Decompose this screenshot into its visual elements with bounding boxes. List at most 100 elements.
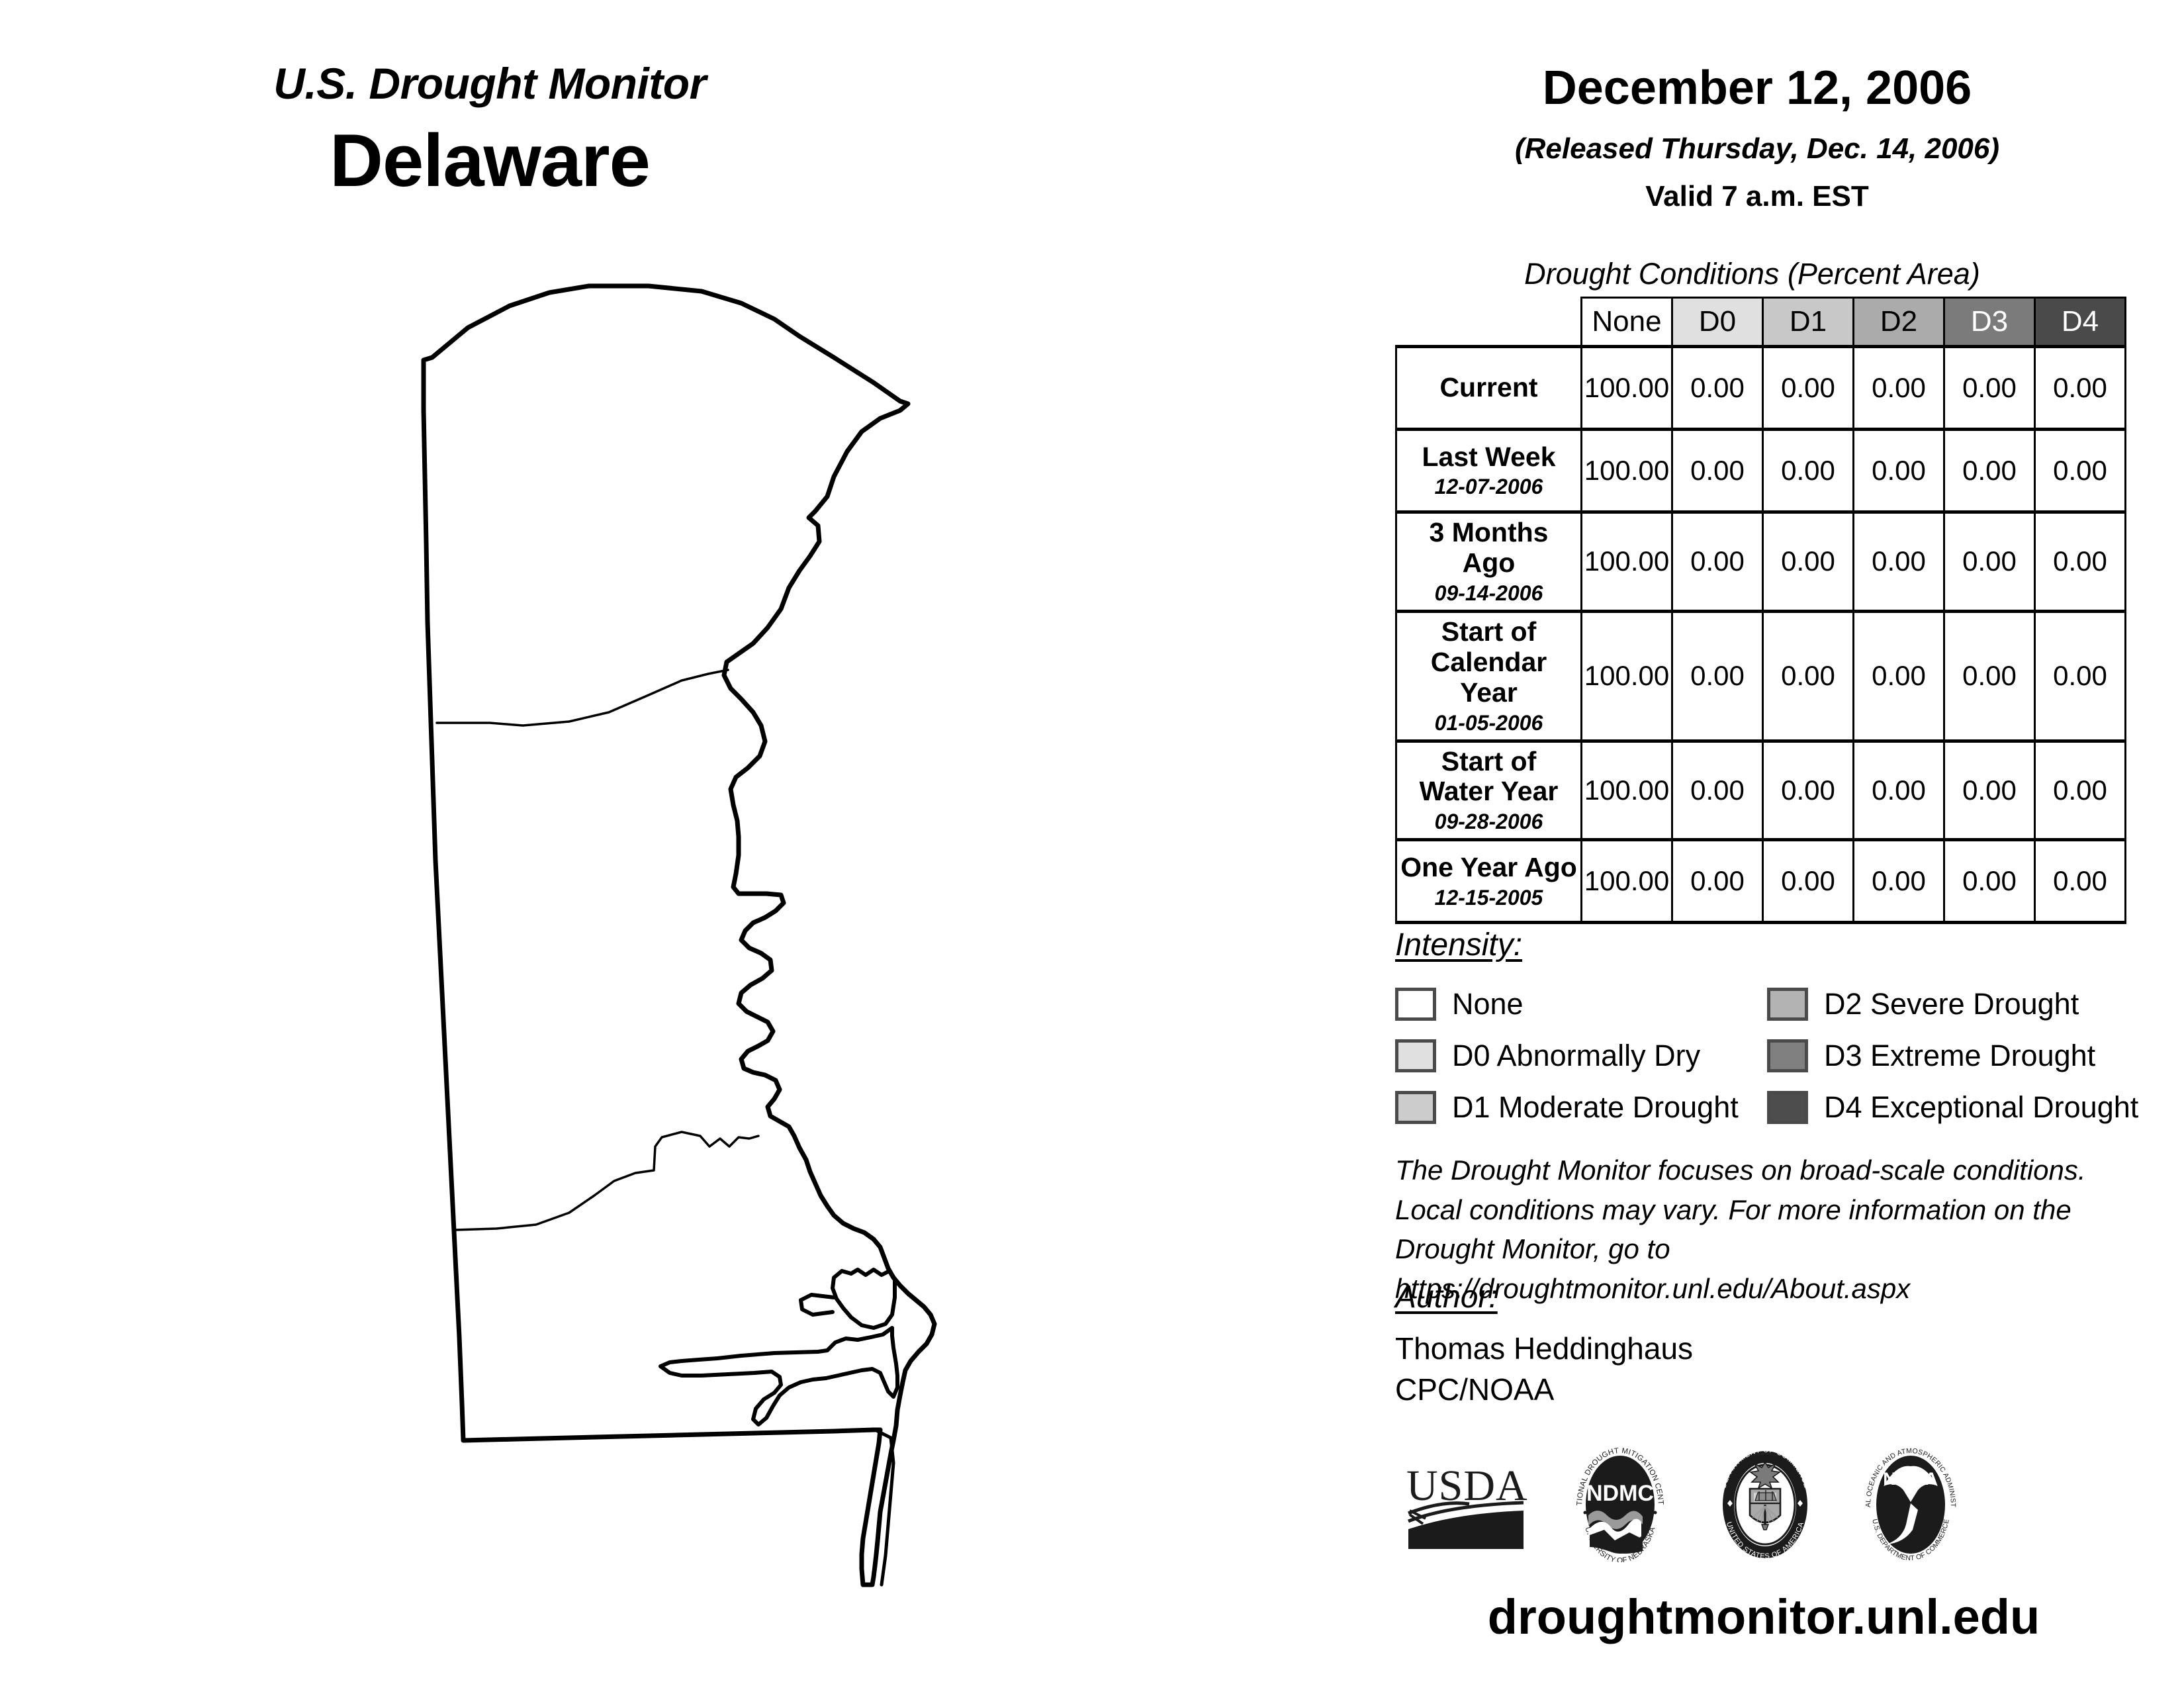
ndmc-logo[interactable]: NATIONAL DROUGHT MITIGATION CENTER UNIVE…	[1565, 1440, 1673, 1566]
table-body: Current 100.00 0.00 0.00 0.00 0.00 0.00 …	[1395, 345, 2126, 925]
page-title-state: Delaware	[330, 119, 651, 202]
doc-seal[interactable]: DEPARTMENT OF COMMERCE UNITED STATES OF …	[1711, 1446, 1819, 1566]
swatch-d3-icon	[1767, 1039, 1808, 1072]
cell-d3: 0.00	[1943, 838, 2036, 925]
delaware-state-map[interactable]	[371, 278, 1032, 1589]
author-name: Thomas Heddinghaus	[1395, 1331, 1694, 1366]
header-spacer	[1396, 297, 1582, 347]
intensity-legend-left: None D0 Abnormally Dry D1 Moderate Droug…	[1395, 978, 1766, 1133]
cell-d0: 0.00	[1671, 428, 1764, 514]
cell-d1: 0.00	[1762, 838, 1854, 925]
row-label-date: 01-05-2006	[1434, 710, 1543, 735]
delaware-map-svg	[421, 283, 937, 1587]
info-panel: December 12, 2006 (Released Thursday, De…	[1363, 0, 2184, 1688]
inland-bay-indian-river	[659, 1326, 899, 1427]
cell-d2: 0.00	[1852, 739, 1945, 842]
footer-url[interactable]: droughtmonitor.unl.edu	[1487, 1589, 2040, 1644]
report-date: December 12, 2006	[1542, 62, 1972, 115]
cell-d1: 0.00	[1762, 739, 1854, 842]
noaa-logo-svg: NATIONAL OCEANIC AND ATMOSPHERIC ADMINIS…	[1854, 1440, 1957, 1562]
legend-label: None	[1452, 987, 1524, 1021]
legend-item-d3[interactable]: D3 Extreme Drought	[1767, 1030, 2138, 1082]
swatch-d1-icon	[1395, 1091, 1436, 1124]
cell-d3: 0.00	[1943, 428, 2036, 514]
cell-d2: 0.00	[1852, 838, 1945, 925]
inland-bay-rehoboth	[831, 1268, 897, 1330]
row-label-text: Last Week	[1422, 441, 1556, 472]
swatch-d2-icon	[1767, 988, 1808, 1021]
intensity-legend-right: D2 Severe Drought D3 Extreme Drought D4 …	[1767, 978, 2138, 1133]
column-header-d3: D3	[1943, 297, 2036, 348]
inland-bay-channel	[799, 1293, 836, 1317]
usda-logo[interactable]: USDA	[1403, 1455, 1529, 1558]
legend-item-d4[interactable]: D4 Exceptional Drought	[1767, 1082, 2138, 1133]
legend-item-d0[interactable]: D0 Abnormally Dry	[1395, 1030, 1766, 1082]
cell-d2: 0.00	[1852, 510, 1945, 613]
cell-d3: 0.00	[1943, 510, 2036, 613]
cell-d2: 0.00	[1852, 428, 1945, 514]
cell-d1: 0.00	[1762, 510, 1854, 613]
legend-item-none[interactable]: None	[1395, 978, 1766, 1030]
cell-d2: 0.00	[1852, 345, 1945, 431]
cell-d1: 0.00	[1762, 428, 1854, 514]
table-caption: Drought Conditions (Percent Area)	[1524, 257, 1980, 291]
cell-d2: 0.00	[1852, 609, 1945, 743]
row-label-start-of-calendar-year: Start of Calendar Year 01-05-2006	[1395, 609, 1582, 743]
legend-item-d1[interactable]: D1 Moderate Drought	[1395, 1082, 1766, 1133]
table-row: Start of Water Year 09-28-2006 100.00 0.0…	[1395, 739, 2126, 842]
row-label-current: Current	[1395, 345, 1582, 431]
row-label-text: Start of Calendar Year	[1430, 616, 1547, 708]
intensity-heading: Intensity:	[1395, 927, 1523, 962]
cell-d1: 0.00	[1762, 609, 1854, 743]
author-organization: CPC/NOAA	[1395, 1372, 1555, 1407]
row-label-text: 3 Months Ago	[1429, 517, 1549, 578]
table-row: Last Week 12-07-2006 100.00 0.00 0.00 0.…	[1395, 428, 2126, 514]
county-boundary-kent-sussex	[454, 1131, 760, 1231]
row-label-last-week: Last Week 12-07-2006	[1395, 428, 1582, 514]
cell-d4: 0.00	[2034, 838, 2126, 925]
cell-d0: 0.00	[1671, 838, 1764, 925]
cell-d3: 0.00	[1943, 609, 2036, 743]
swatch-d0-icon	[1395, 1039, 1436, 1072]
column-header-none: None	[1580, 297, 1673, 348]
table-row: Current 100.00 0.00 0.00 0.00 0.00 0.00	[1395, 345, 2126, 431]
cell-d0: 0.00	[1671, 609, 1764, 743]
legend-label: D4 Exceptional Drought	[1824, 1090, 2139, 1124]
row-label-start-of-water-year: Start of Water Year 09-28-2006	[1395, 739, 1582, 842]
row-label-one-year-ago: One Year Ago 12-15-2005	[1395, 838, 1582, 925]
table-header: None D0 D1 D2 D3 D4	[1396, 297, 2126, 348]
cell-d3: 0.00	[1943, 345, 2036, 431]
state-outline	[421, 283, 937, 1587]
table-row: One Year Ago 12-15-2005 100.00 0.00 0.00…	[1395, 838, 2126, 925]
row-label-text: Start of Water Year	[1419, 745, 1559, 807]
legend-label: D0 Abnormally Dry	[1452, 1039, 1701, 1072]
map-panel: U.S. Drought Monitor Delaware	[273, 59, 1032, 1589]
cell-none: 100.00	[1580, 739, 1673, 842]
county-boundary-new-castle-kent	[435, 669, 729, 727]
disclaimer-text: The Drought Monitor focuses on broad-sca…	[1395, 1154, 2086, 1304]
table-header-row: None D0 D1 D2 D3 D4	[1396, 297, 2126, 348]
author-heading: Author:	[1395, 1280, 1498, 1315]
row-label-date: 12-07-2006	[1434, 475, 1543, 499]
cell-none: 100.00	[1580, 838, 1673, 925]
row-label-text: One Year Ago	[1400, 851, 1577, 882]
table-row: Start of Calendar Year 01-05-2006 100.00 …	[1395, 609, 2126, 743]
row-label-text: Current	[1439, 372, 1538, 403]
legend-label: D1 Moderate Drought	[1452, 1090, 1739, 1124]
page-title-monitor: U.S. Drought Monitor	[273, 59, 706, 108]
valid-time: Valid 7 a.m. EST	[1645, 180, 1869, 212]
svg-text:NDMC: NDMC	[1586, 1481, 1654, 1506]
swatch-d4-icon	[1767, 1091, 1808, 1124]
column-header-d0: D0	[1671, 297, 1764, 348]
noaa-logo[interactable]: NATIONAL OCEANIC AND ATMOSPHERIC ADMINIS…	[1854, 1440, 1964, 1566]
cell-d4: 0.00	[2034, 345, 2126, 431]
row-label-date: 09-14-2006	[1434, 581, 1543, 605]
usda-logo-svg: USDA	[1406, 1462, 1527, 1549]
cell-d1: 0.00	[1762, 345, 1854, 431]
cell-d4: 0.00	[2034, 510, 2126, 613]
legend-item-d2[interactable]: D2 Severe Drought	[1767, 978, 2138, 1030]
doc-seal-svg: DEPARTMENT OF COMMERCE UNITED STATES OF …	[1719, 1446, 1810, 1561]
ndmc-logo-svg: NATIONAL DROUGHT MITIGATION CENTER UNIVE…	[1565, 1440, 1664, 1565]
cell-none: 100.00	[1580, 510, 1673, 613]
swatch-none-icon	[1395, 988, 1436, 1021]
